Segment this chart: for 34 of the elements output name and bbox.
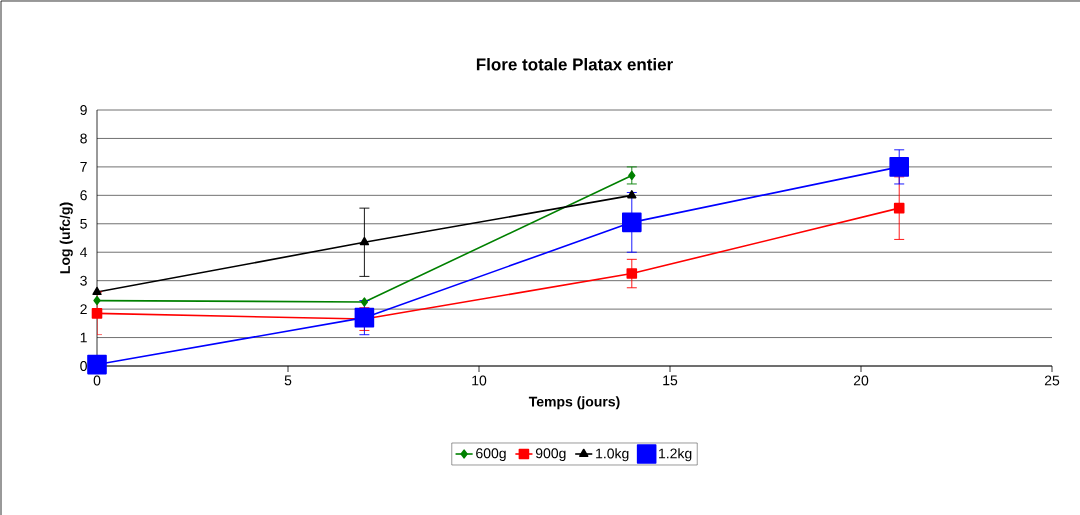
point bbox=[92, 286, 102, 296]
point bbox=[91, 308, 103, 319]
x-tick-label: 10 bbox=[472, 375, 487, 386]
y-tick-label: 0 bbox=[80, 361, 87, 371]
point bbox=[627, 190, 637, 199]
y-tick-label: 3 bbox=[80, 275, 87, 286]
y-tick-label: 6 bbox=[80, 190, 87, 201]
legend-label: 600g bbox=[476, 448, 506, 462]
x-tick-label: 5 bbox=[284, 375, 292, 386]
y-tick-label: 5 bbox=[80, 218, 87, 229]
y-tick-label: 4 bbox=[80, 247, 88, 258]
x-tick-label: 20 bbox=[853, 375, 869, 386]
x-tick-label: 25 bbox=[1044, 375, 1060, 386]
point bbox=[626, 268, 638, 279]
point bbox=[893, 202, 905, 214]
point bbox=[889, 157, 909, 177]
y-tick-label: 2 bbox=[80, 304, 87, 314]
point bbox=[93, 295, 101, 306]
legend-label: 900g bbox=[535, 448, 566, 462]
legend-label: 1.0kg bbox=[596, 448, 629, 462]
x-axis-title: Temps (jours) bbox=[528, 396, 620, 410]
x-tick-label: 15 bbox=[663, 375, 678, 386]
legend-label: 1.2kg bbox=[659, 448, 692, 462]
point bbox=[628, 170, 636, 181]
y-tick-label: 7 bbox=[80, 162, 87, 172]
point bbox=[622, 212, 642, 233]
y-axis-title: Log (ufc/g) bbox=[59, 202, 73, 274]
y-tick-label: 1 bbox=[80, 332, 87, 343]
y-tick-label: 8 bbox=[80, 133, 87, 144]
point bbox=[359, 236, 370, 246]
x-tick-label: 0 bbox=[93, 375, 101, 386]
y-tick-label: 9 bbox=[80, 105, 87, 115]
point bbox=[87, 354, 107, 375]
chart-title: Flore totale Platax entier bbox=[476, 57, 673, 71]
